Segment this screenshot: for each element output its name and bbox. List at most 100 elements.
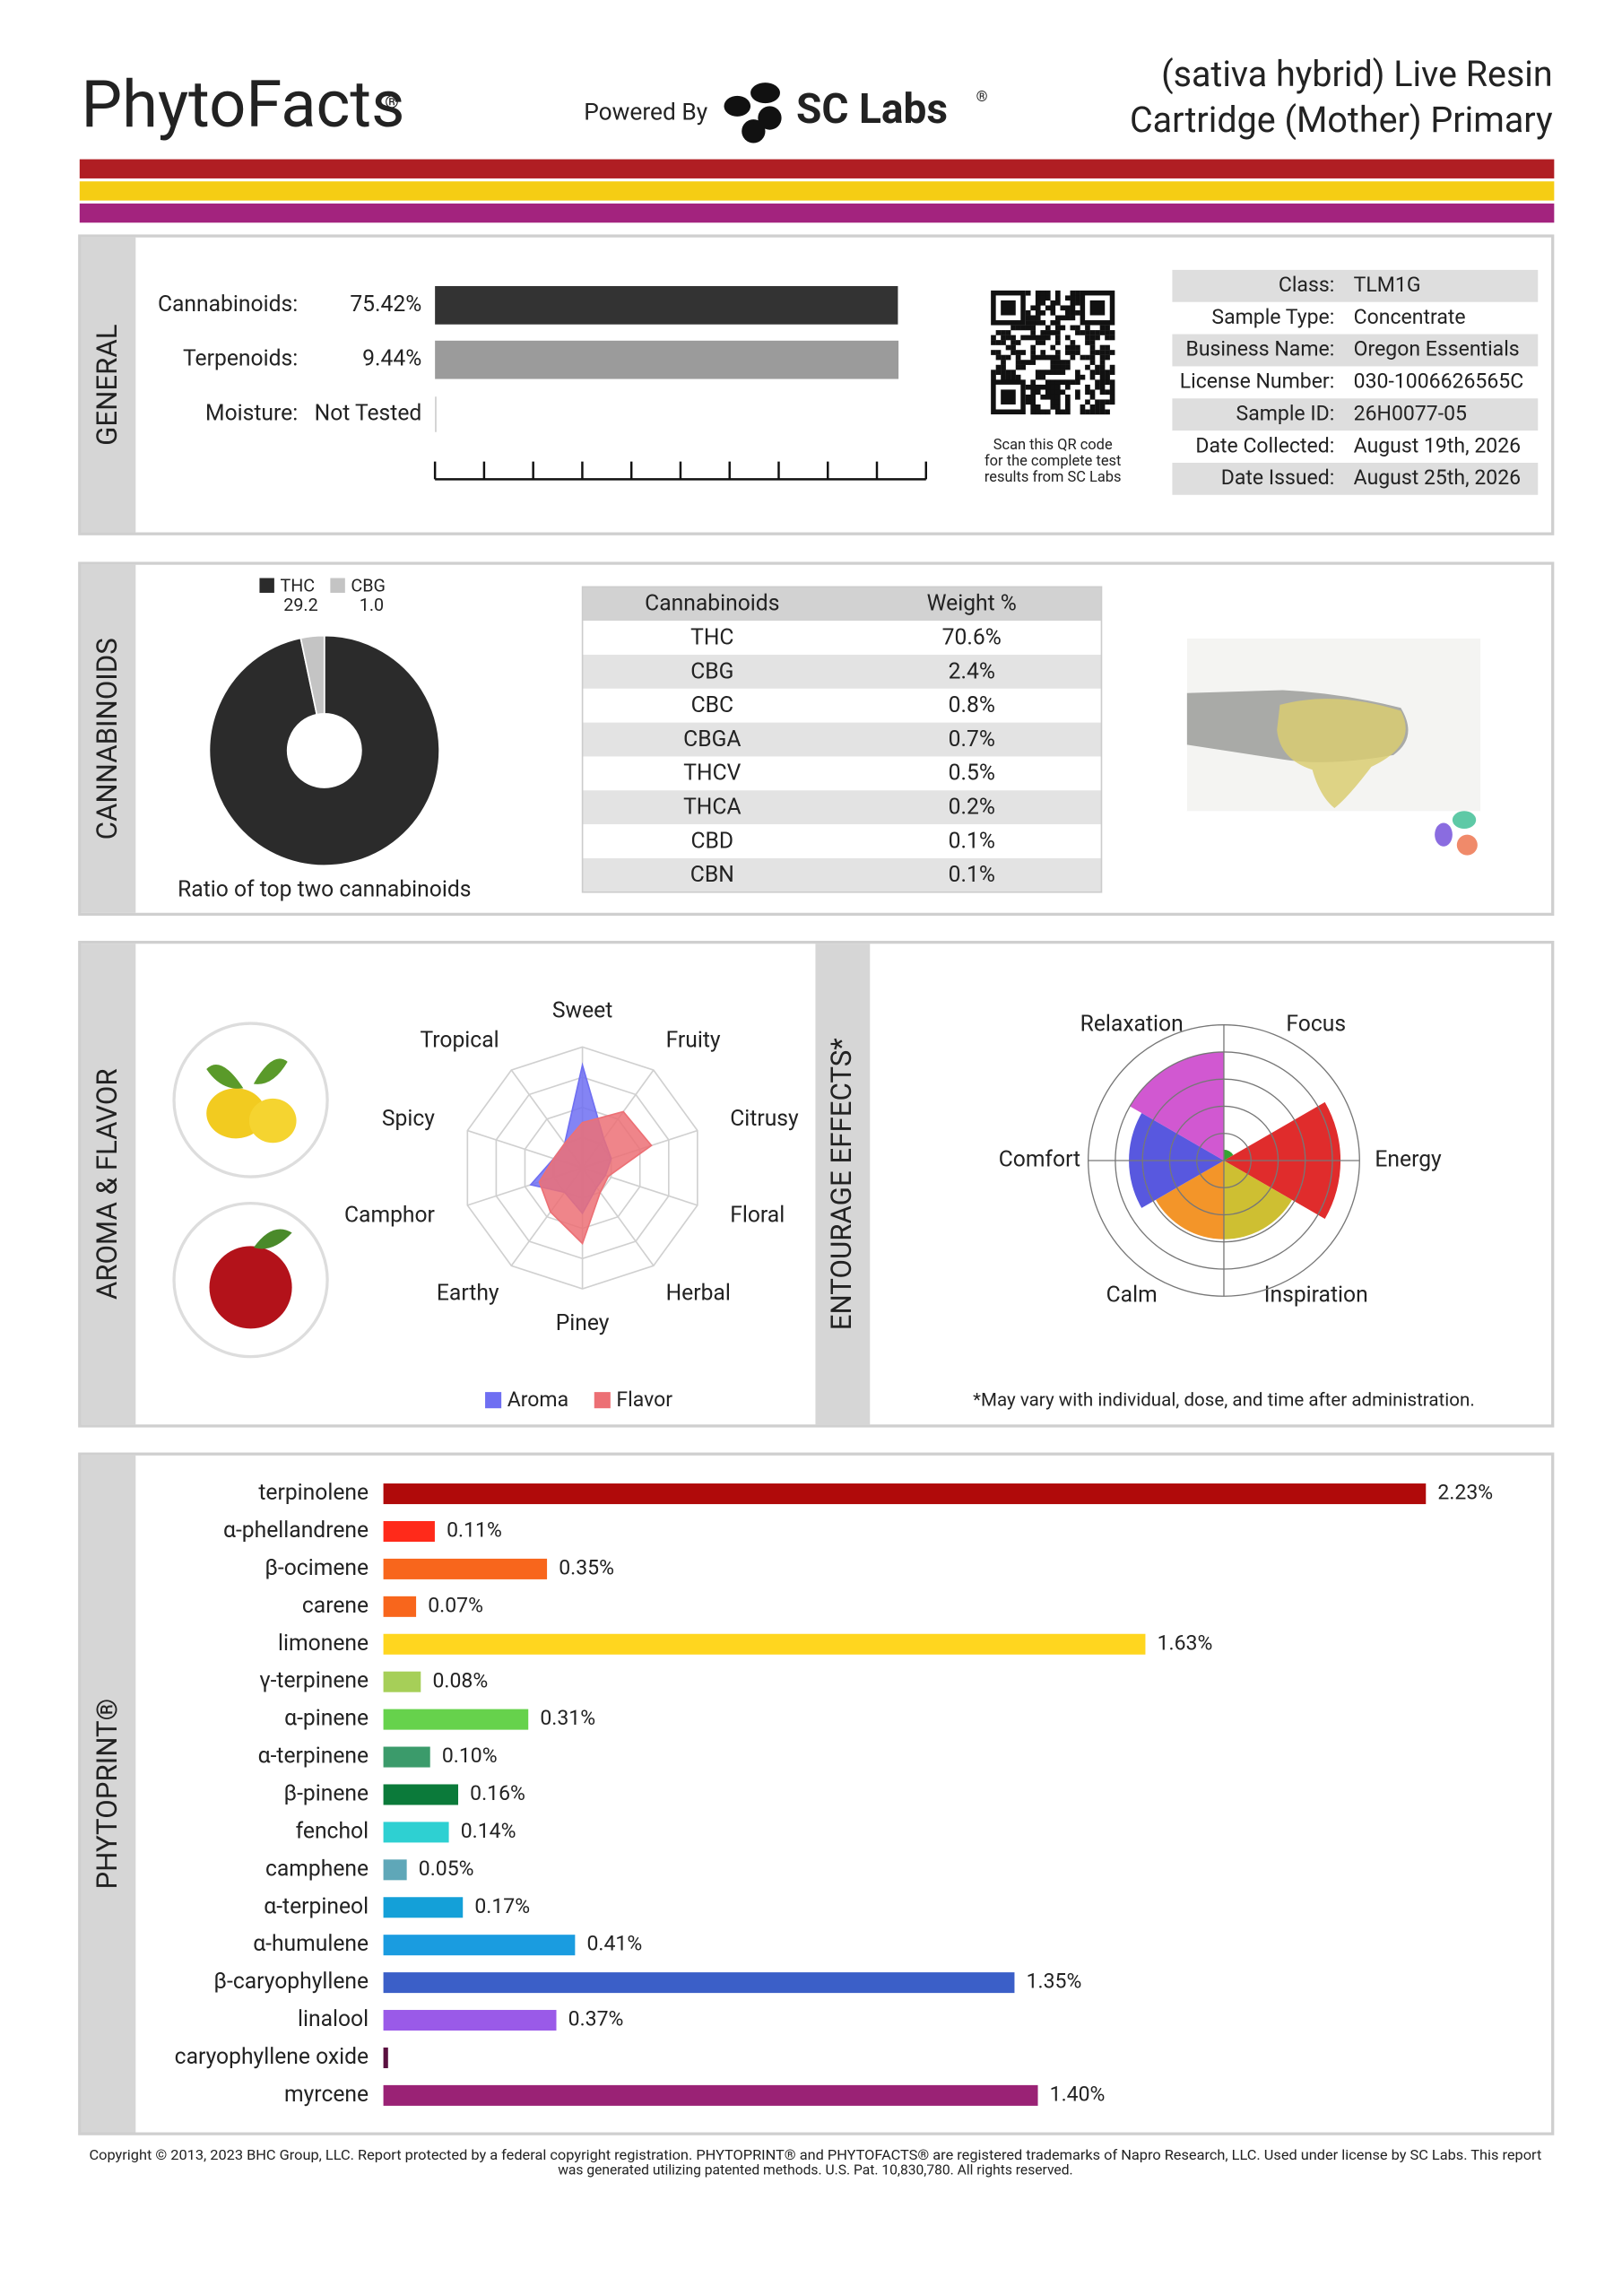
terpene-bar	[383, 2010, 557, 2031]
qr-module	[1035, 335, 1041, 341]
terpene-bar	[383, 1596, 417, 1617]
qr-module	[1045, 335, 1051, 341]
legend-label: Flavor	[616, 1387, 672, 1412]
table-header: Cannabinoids	[645, 591, 779, 617]
qr-module	[991, 340, 996, 345]
radar-axis-label: Piney	[556, 1310, 610, 1336]
qr-module	[1001, 340, 1006, 345]
qr-module	[1010, 370, 1016, 375]
section-title: CANNABINOIDS	[91, 638, 124, 839]
qr-module	[1075, 310, 1080, 316]
terpene-label: α-pinene	[284, 1706, 369, 1732]
qr-module	[1040, 350, 1046, 355]
qr-module	[1030, 344, 1037, 351]
qr-module	[1025, 360, 1031, 365]
qr-module	[1109, 384, 1115, 390]
qr-module	[1109, 330, 1115, 335]
table-row-bg	[582, 790, 1102, 825]
logo-dot	[1456, 834, 1478, 856]
qr-module	[1001, 364, 1006, 370]
info-value: 26H0077-05	[1354, 401, 1467, 425]
table-row-bg	[582, 621, 1102, 656]
qr-module	[1095, 404, 1100, 410]
qr-module	[1054, 295, 1061, 301]
legend-value: 1.0	[360, 595, 384, 615]
radar-axis-label: Sweet	[552, 997, 612, 1023]
terpene-value: 0.07%	[428, 1593, 483, 1617]
qr-finder	[1080, 290, 1115, 326]
qr-module	[1040, 335, 1046, 341]
qr-module	[1045, 305, 1051, 311]
brand-mark: ®	[385, 91, 399, 112]
qr-module	[1060, 360, 1066, 365]
qr-module	[1005, 354, 1011, 361]
qr-module	[1030, 320, 1037, 326]
qr-module	[1089, 389, 1096, 396]
qr-module	[1065, 394, 1071, 400]
qr-module	[1025, 325, 1031, 331]
lemon-leaf	[206, 1058, 288, 1089]
legend-swatch	[485, 1392, 502, 1409]
legend-swatch	[594, 1392, 611, 1409]
table-cell: CBG	[690, 658, 733, 684]
qr-finder	[991, 290, 1026, 326]
section-sidebar	[81, 564, 136, 913]
qr-module	[1099, 404, 1106, 410]
section-sidebar	[81, 944, 136, 1425]
qr-module	[1109, 379, 1115, 386]
qr-module	[1099, 389, 1106, 396]
section-title: GENERAL	[91, 324, 124, 446]
qr-module	[1020, 325, 1026, 331]
qr-module	[1035, 370, 1041, 375]
qr-module	[1030, 335, 1037, 341]
qr-module	[1070, 315, 1076, 321]
qr-module	[1054, 360, 1061, 365]
product-photo	[1186, 638, 1481, 812]
qr-module	[1060, 379, 1066, 386]
qr-module	[1070, 354, 1076, 361]
qr-module	[1105, 370, 1110, 375]
qr-module	[1095, 370, 1100, 375]
qr-module	[1030, 354, 1037, 361]
footer-text: Copyright © 2013, 2023 BHC Group, LLC. R…	[89, 2147, 1541, 2163]
qr-module	[1054, 384, 1061, 390]
terpene-value: 0.37%	[568, 2007, 624, 2031]
qr-module	[1025, 315, 1031, 321]
qr-module	[1065, 335, 1071, 341]
qr-module	[1045, 330, 1051, 335]
terpene-value: 1.63%	[1158, 1631, 1213, 1655]
qr-module	[1089, 340, 1096, 345]
qr-module	[1070, 344, 1076, 351]
terpene-value: 0.17%	[474, 1894, 530, 1918]
qr-module	[1065, 295, 1071, 301]
qr-module	[1065, 315, 1071, 321]
brand: PhytoFacts	[81, 66, 404, 143]
terpene-label: myrcene	[284, 2082, 369, 2108]
qr-code	[991, 290, 1115, 415]
table-row-bg	[582, 722, 1102, 757]
terpene-bar	[383, 1784, 459, 1805]
radar-axis-label: Floral	[730, 1203, 785, 1229]
qr-caption: for the complete test	[984, 453, 1121, 470]
qr-module	[1001, 354, 1006, 361]
qr-module	[1035, 389, 1041, 396]
qr-module	[1075, 374, 1080, 380]
legend-value: 29.2	[283, 595, 317, 615]
qr-module	[1095, 350, 1100, 355]
qr-module	[1089, 370, 1096, 375]
qr-module	[1040, 290, 1046, 296]
qr-caption: Scan this QR code	[993, 437, 1113, 454]
qr-module	[991, 374, 996, 380]
qr-module	[1050, 379, 1056, 386]
qr-module	[1060, 325, 1066, 331]
terpene-label: terpinolene	[258, 1480, 369, 1506]
qr-module	[1109, 394, 1115, 400]
qr-module	[1010, 340, 1016, 345]
photo-resin	[1277, 699, 1406, 809]
qr-module	[1001, 370, 1006, 375]
qr-module	[995, 364, 1002, 370]
table-cell: CBGA	[683, 726, 741, 752]
qr-module	[1040, 330, 1046, 335]
qr-module	[1035, 300, 1041, 306]
qr-module	[1089, 354, 1096, 361]
